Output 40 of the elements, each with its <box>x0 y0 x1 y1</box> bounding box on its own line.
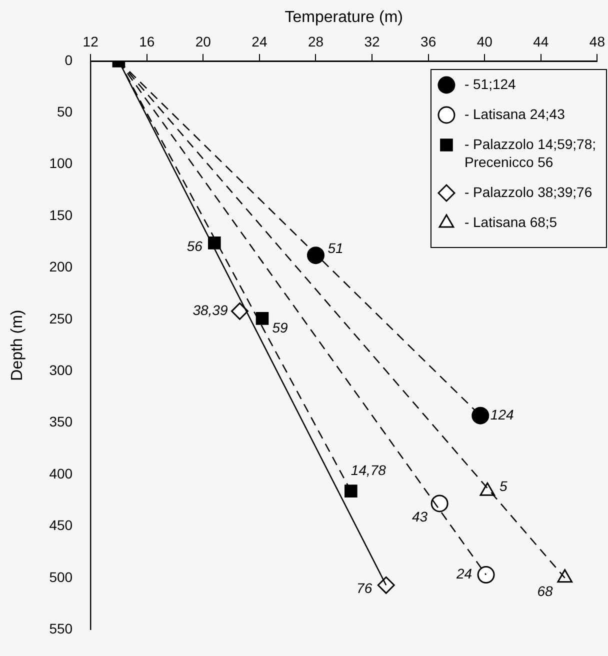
y-tick-label: 350 <box>49 414 73 430</box>
legend-label: - Palazzolo 38;39;76 <box>464 184 592 200</box>
x-tick-label: 24 <box>252 33 268 50</box>
y-tick-label: 50 <box>56 104 73 120</box>
annotation: 38,39 <box>192 302 228 318</box>
annotation: 14,78 <box>350 462 386 478</box>
annotation: 24 <box>455 566 472 582</box>
annotation: 5 <box>499 478 508 494</box>
x-tick-label: 36 <box>420 33 436 50</box>
annotation: 56 <box>186 238 203 254</box>
annotation: 68 <box>537 582 554 599</box>
legend-label: - 51;124 <box>464 76 516 92</box>
y-tick-label: 300 <box>49 362 73 378</box>
x-tick-label: 20 <box>195 33 212 50</box>
y-tick-label: 400 <box>49 465 73 482</box>
y-tick-label: 200 <box>49 258 73 275</box>
legend-label: - Palazzolo 14;59;78; Precenicco 56 <box>464 136 596 170</box>
annotation: 51 <box>328 240 344 256</box>
x-tick-label: 40 <box>476 33 493 50</box>
y-axis-title: Depth (m) <box>9 310 26 381</box>
x-tick-label: 48 <box>589 33 606 50</box>
x-tick-label: 44 <box>533 33 549 50</box>
y-tick-label: 250 <box>49 310 73 326</box>
legend-label: - Latisana 68;5 <box>464 214 558 230</box>
x-tick-label: 16 <box>139 33 155 50</box>
x-tick-label: 28 <box>308 33 324 50</box>
legend-label: - Latisana 24;43 <box>464 106 566 122</box>
y-tick-label: 550 <box>49 620 73 636</box>
y-tick-label: 150 <box>49 206 73 223</box>
x-tick-label: 32 <box>364 33 380 50</box>
x-tick-label: 12 <box>82 33 99 50</box>
y-tick-label: 0 <box>64 52 73 68</box>
y-tick-label: 500 <box>49 568 73 585</box>
y-tick-label: 450 <box>49 517 73 534</box>
annotation: 76 <box>356 580 372 596</box>
annotation: 124 <box>490 406 514 422</box>
annotation: 43 <box>412 508 428 524</box>
annotation: 59 <box>272 319 288 336</box>
y-tick-label: 100 <box>49 155 73 172</box>
x-axis-title: Temperature (m) <box>284 9 404 26</box>
